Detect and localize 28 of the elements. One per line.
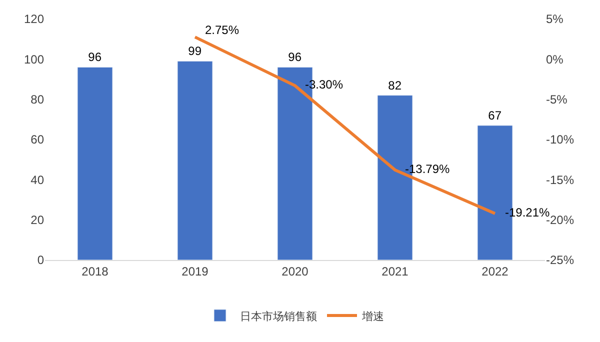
- x-tick-label: 2018: [82, 264, 109, 278]
- legend-label: 增速: [361, 310, 384, 323]
- legend-label: 日本市场销售额: [240, 310, 317, 323]
- y2-tick-label: -15%: [546, 172, 574, 187]
- data-label: 67: [488, 108, 502, 122]
- y-tick-label: 40: [30, 172, 44, 187]
- y-tick-label: 20: [30, 213, 44, 228]
- y-tick-label: 100: [24, 52, 44, 66]
- y-tick-label: 120: [24, 12, 44, 26]
- y-tick-label: 80: [30, 92, 44, 107]
- y2-tick-label: -5%: [546, 92, 568, 107]
- x-tick-label: 2019: [182, 264, 209, 278]
- x-tick-label: 2020: [282, 264, 309, 278]
- data-label: 96: [88, 50, 102, 64]
- data-label: 82: [388, 78, 402, 92]
- y2-tick-label: 5%: [546, 12, 564, 26]
- bar: [177, 60, 213, 260]
- data-label: 96: [288, 50, 302, 64]
- y-tick-label: 60: [30, 132, 44, 147]
- data-label: 2.75%: [195, 23, 240, 38]
- y2-tick-label: 0%: [546, 52, 564, 66]
- bar: [77, 66, 113, 260]
- y2-tick-label: -10%: [546, 132, 574, 147]
- x-tick-label: 2022: [482, 264, 509, 278]
- x-tick-label: 2021: [382, 264, 409, 278]
- y2-tick-label: -25%: [546, 253, 574, 268]
- y-tick-label: 0: [37, 253, 44, 268]
- data-label: 99: [188, 44, 202, 58]
